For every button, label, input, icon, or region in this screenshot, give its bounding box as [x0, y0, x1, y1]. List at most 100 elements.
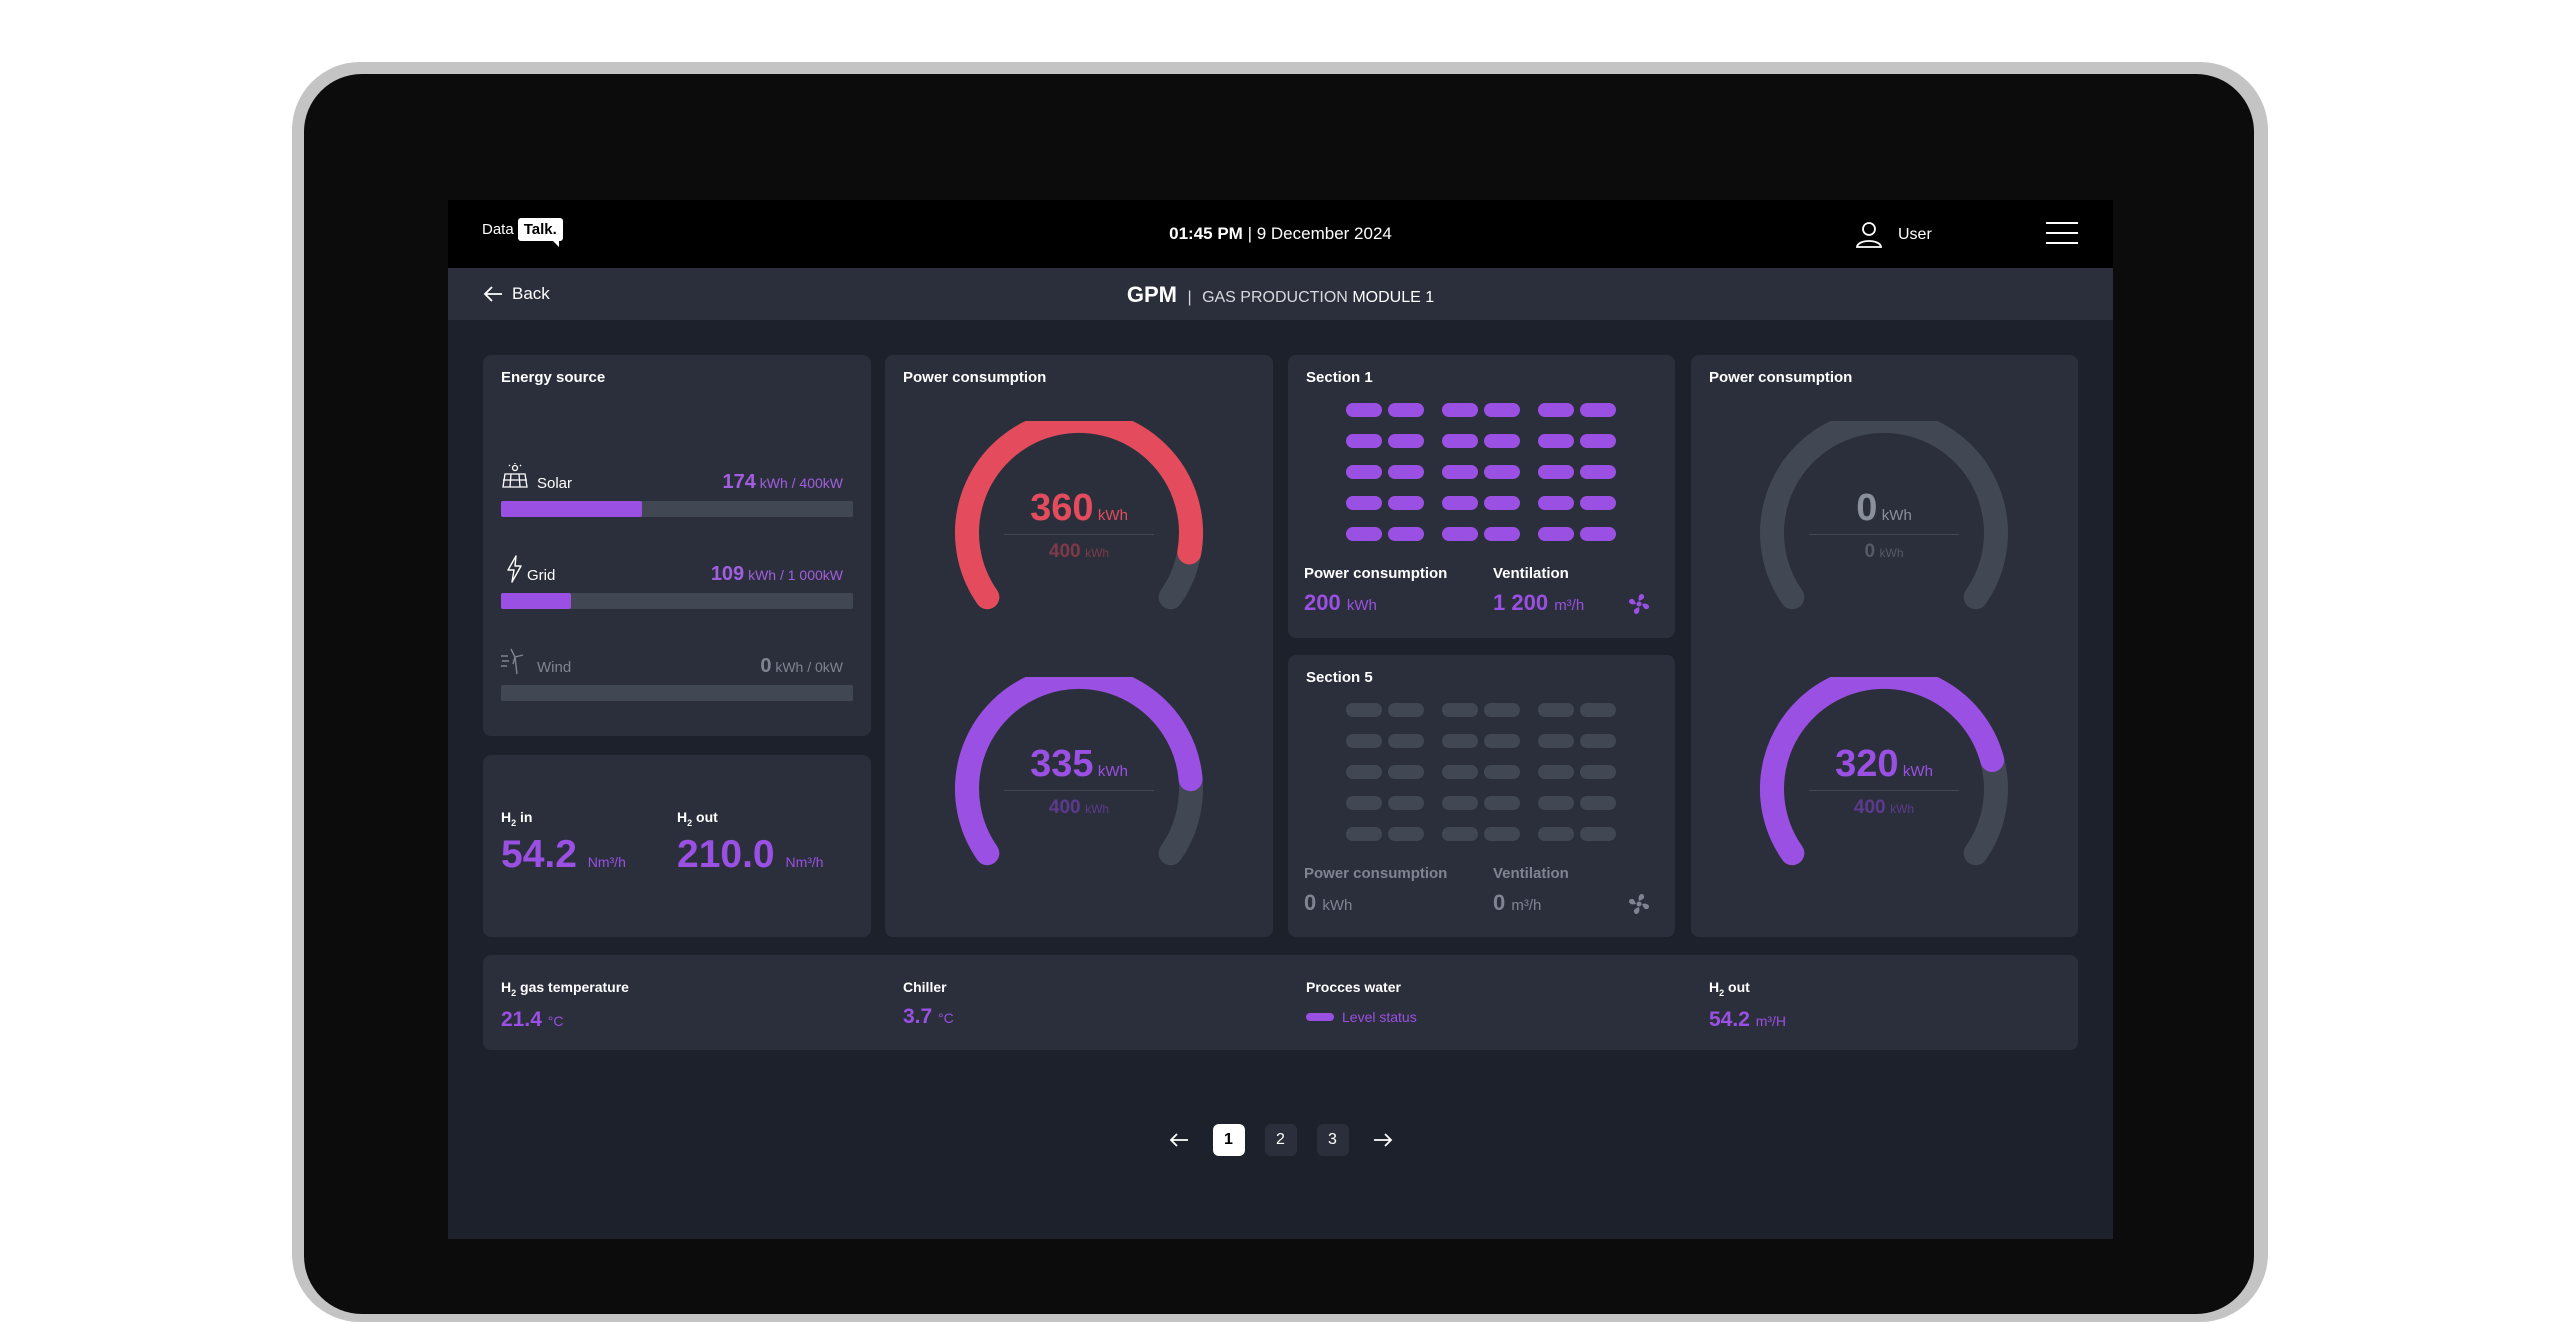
unit-indicator — [1538, 465, 1574, 479]
chiller-value: 3.7 °C — [903, 1005, 954, 1028]
power-left-title: Power consumption — [903, 369, 1047, 386]
gauge-max: 0 — [1864, 541, 1876, 562]
page-button-2[interactable]: 2 — [1264, 1124, 1297, 1156]
section-1-power: Power consumption 200 kWh — [1304, 565, 1447, 616]
gauge-max: 400 — [1853, 797, 1886, 818]
energy-row-solar: Solar 174 kWh / 400kW — [501, 463, 853, 523]
back-button[interactable]: Back — [482, 284, 550, 304]
unit-indicator — [1442, 765, 1478, 779]
unit-indicator — [1442, 434, 1478, 448]
unit-indicator — [1388, 703, 1424, 717]
wind-value-number: 0 — [760, 655, 772, 677]
grid-label: Grid — [527, 567, 556, 584]
unit-indicator — [1538, 527, 1574, 541]
gauge-value-arc — [955, 664, 1203, 866]
energy-source-card: Energy source Solar 174 kWh / 400kW Grid… — [483, 355, 871, 736]
h2-out-label: H2 out — [677, 809, 718, 828]
unit-indicator — [1580, 796, 1616, 810]
solar-value: 174 kWh / 400kW — [722, 471, 843, 494]
unit-indicator — [1538, 827, 1574, 841]
unit-indicator — [1442, 465, 1478, 479]
power-gauge-secondary: 320 kWh 400 kWh — [1754, 664, 2014, 897]
h2-out-metric: H2 out 54.2 m³/H — [1709, 979, 1786, 1032]
level-status: Level status — [1306, 1009, 1417, 1025]
gauge-divider — [1004, 534, 1154, 535]
gauge-value-arc — [1759, 664, 2005, 866]
section-5-card[interactable]: Section 5 Power consumption 0 kWh Ventil… — [1288, 655, 1675, 937]
grid-progress-bar — [501, 593, 853, 609]
unit-indicator — [1442, 703, 1478, 717]
energy-row-wind: Wind 0 kWh / 0kW — [501, 647, 853, 707]
unit-indicator — [1580, 827, 1616, 841]
hamburger-menu-icon[interactable] — [2046, 222, 2078, 246]
wind-unit: kWh / 0kW — [775, 659, 843, 675]
unit-indicator — [1484, 527, 1520, 541]
fan-icon — [1628, 893, 1650, 915]
page-button-1[interactable]: 1 — [1212, 1124, 1245, 1156]
gauge-value-arc — [955, 408, 1203, 610]
chiller-label: Chiller — [903, 979, 947, 995]
user-label: User — [1898, 226, 1932, 243]
grid-value: 109 kWh / 1 000kW — [711, 563, 843, 586]
gauge-max-unit: kWh — [1890, 802, 1915, 816]
gauge-max-unit: kWh — [1879, 546, 1904, 560]
h2-flow-card: H2 in 54.2 Nm³/h H2 out 210.0 Nm³/h — [483, 755, 871, 937]
gauge-arc — [1760, 408, 2008, 610]
unit-indicator — [1580, 527, 1616, 541]
unit-indicator — [1346, 796, 1382, 810]
unit-indicator — [1538, 703, 1574, 717]
grid-progress-fill — [501, 593, 572, 609]
energy-source-title: Energy source — [501, 369, 606, 386]
page-button-3[interactable]: 3 — [1316, 1124, 1349, 1156]
unit-indicator — [1580, 703, 1616, 717]
unit-indicator — [1346, 434, 1382, 448]
gauge-divider — [1004, 790, 1154, 791]
gauge-readout: 360 kWh 400 kWh — [949, 487, 1209, 563]
gauge-unit: kWh — [1097, 763, 1128, 780]
gauge-max: 400 — [1048, 541, 1081, 562]
gauge-track — [1760, 408, 2008, 610]
section-1-power-value: 200 kWh — [1304, 590, 1377, 615]
wind-label: Wind — [537, 659, 572, 676]
prev-page-button[interactable] — [1165, 1126, 1193, 1154]
unit-indicator — [1388, 796, 1424, 810]
chiller-metric: Chiller 3.7 °C — [903, 979, 954, 1029]
unit-indicator — [1346, 734, 1382, 748]
app-logo[interactable]: Data Talk. — [482, 218, 563, 247]
gauge-divider — [1809, 534, 1959, 535]
section-1-unit-grid — [1346, 403, 1616, 541]
unit-indicator — [1538, 734, 1574, 748]
section-5-title: Section 5 — [1306, 669, 1373, 686]
back-label: Back — [512, 284, 550, 303]
unit-indicator — [1484, 403, 1520, 417]
process-water-metric: Procces water Level status — [1306, 979, 1417, 1025]
unit-indicator — [1346, 827, 1382, 841]
unit-indicator — [1484, 827, 1520, 841]
page-title-code: GPM — [1126, 282, 1177, 307]
gauge-unit: kWh — [1902, 763, 1933, 780]
current-date: | 9 December 2024 — [1247, 224, 1392, 243]
arrow-left-icon — [483, 286, 502, 302]
h2-out-metric-value: 54.2 m³/H — [1709, 1007, 1787, 1031]
next-page-button[interactable] — [1369, 1126, 1397, 1154]
date-time: 01:45 PM | 9 December 2024 — [448, 224, 2113, 244]
level-status-label: Level status — [1342, 1009, 1417, 1025]
fan-icon — [1628, 593, 1650, 615]
h2-in-value: 54.2 Nm³/h — [501, 833, 626, 876]
unit-indicator — [1346, 403, 1382, 417]
section-1-card[interactable]: Section 1 Power consumption 200 kWh Vent… — [1288, 355, 1675, 638]
unit-indicator — [1538, 765, 1574, 779]
unit-indicator — [1442, 796, 1478, 810]
section-5-ventilation: Ventilation 0 m³/h — [1493, 865, 1569, 916]
unit-indicator — [1442, 403, 1478, 417]
grid-value-number: 109 — [710, 563, 745, 585]
user-menu[interactable]: User — [1854, 220, 1932, 250]
unit-indicator — [1538, 796, 1574, 810]
section-5-unit-grid — [1346, 703, 1616, 841]
gauge-value: 320 — [1835, 743, 1899, 785]
section-5-vent-value: 0 m³/h — [1493, 890, 1542, 915]
page-title-module: MODULE 1 — [1352, 289, 1435, 306]
power-consumption-card-right: Power consumption 0 kWh 0 kWh 320 kWh 400 … — [1691, 355, 2078, 937]
gauge-max-unit: kWh — [1085, 546, 1110, 560]
unit-indicator — [1484, 434, 1520, 448]
